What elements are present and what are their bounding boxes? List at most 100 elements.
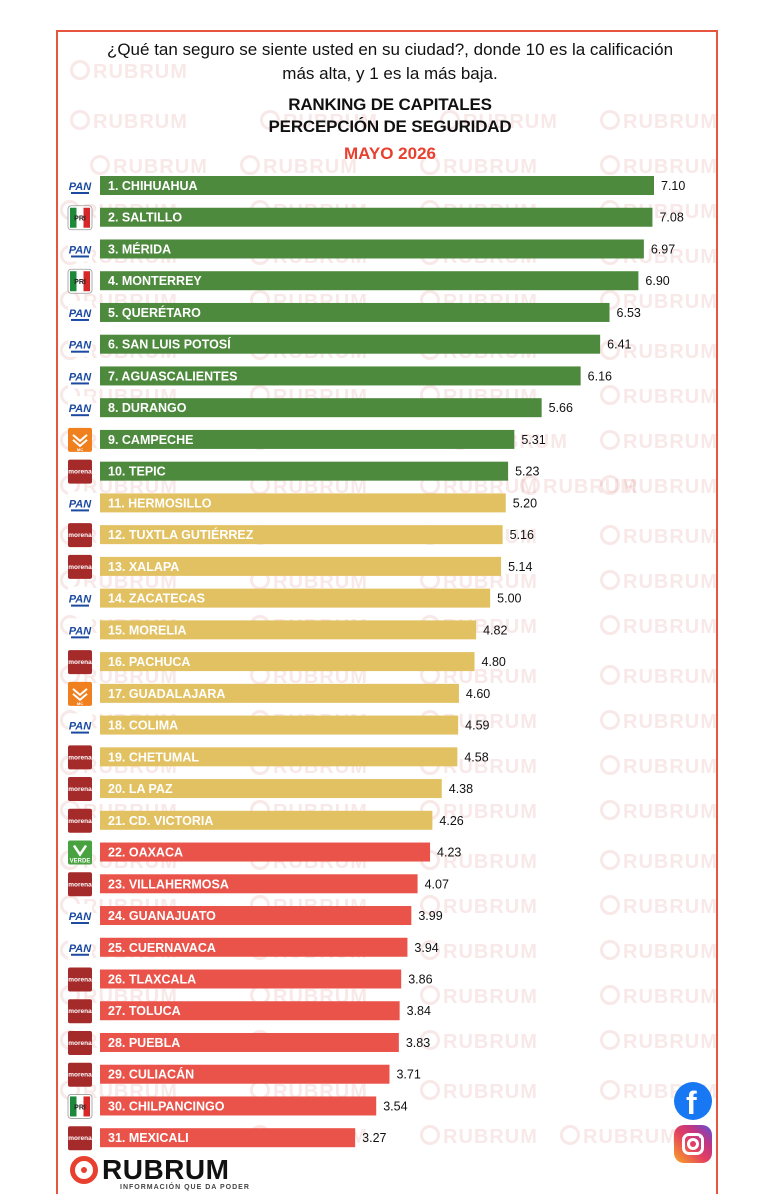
bar-value-label: 4.23: [437, 846, 461, 860]
svg-text:PAN: PAN: [69, 625, 92, 637]
bar-category-label: 19. CHETUMAL: [108, 750, 199, 764]
svg-text:PRI: PRI: [74, 216, 86, 223]
party-logo-pan-icon: PAN: [68, 935, 92, 960]
party-logo-morena-icon: morena: [68, 650, 92, 675]
bar-category-label: 16. PACHUCA: [108, 655, 190, 669]
party-logo-morena-icon: morena: [68, 872, 92, 897]
bar-value-label: 6.16: [588, 369, 612, 383]
svg-text:morena: morena: [68, 1135, 92, 1142]
svg-text:PRI: PRI: [74, 279, 86, 286]
bar: [100, 1032, 399, 1052]
bar-category-label: 27. TOLUCA: [108, 1004, 181, 1018]
bar: [100, 1096, 377, 1116]
svg-text:PAN: PAN: [69, 181, 92, 193]
svg-text:morena: morena: [68, 564, 92, 571]
party-logo-verde-icon: VERDE: [68, 840, 92, 865]
party-logo-pri-icon: PRI: [67, 205, 93, 231]
survey-question: ¿Qué tan seguro se siente usted en su ci…: [106, 40, 674, 83]
bar-value-label: 5.23: [515, 465, 539, 479]
bar-category-label: 14. ZACATECAS: [108, 592, 205, 606]
bar-value-label: 4.59: [465, 719, 489, 733]
bar-value-label: 3.71: [396, 1068, 420, 1082]
bar: [100, 620, 477, 640]
svg-text:PAN: PAN: [69, 403, 92, 415]
bar: [100, 429, 515, 449]
facebook-icon[interactable]: f: [674, 1082, 712, 1121]
bar-category-label: 2. SALTILLO: [108, 211, 182, 225]
bar-value-label: 4.38: [449, 782, 473, 796]
bar-category-label: 10. TEPIC: [108, 465, 166, 479]
bar: [100, 652, 475, 672]
bar-value-label: 5.00: [497, 592, 521, 606]
bar: [100, 937, 408, 957]
party-logo-morena-icon: morena: [68, 967, 92, 992]
bar-value-label: 3.27: [362, 1131, 386, 1145]
bar-category-label: 18. COLIMA: [108, 719, 178, 733]
bar-category-label: 1. CHIHUAHUA: [108, 179, 198, 193]
bar-category-label: 21. CD. VICTORIA: [108, 814, 213, 828]
rubrum-ring-icon: [70, 1156, 98, 1184]
bar-category-label: 26. TLAXCALA: [108, 973, 196, 987]
svg-text:morena: morena: [68, 818, 92, 825]
party-logo-morena-icon: morena: [68, 459, 92, 484]
bar: [100, 556, 502, 576]
svg-text:morena: morena: [68, 1072, 92, 1079]
bar: [100, 683, 459, 703]
svg-text:PAN: PAN: [69, 594, 92, 606]
bar-value-label: 5.14: [508, 560, 532, 574]
svg-text:morena: morena: [68, 1040, 92, 1047]
svg-text:morena: morena: [68, 532, 92, 539]
svg-text:morena: morena: [68, 659, 92, 666]
svg-text:morena: morena: [68, 786, 92, 793]
bar: [100, 302, 610, 322]
bar-category-label: 12. TUXTLA GUTIÉRREZ: [108, 527, 254, 542]
bar-category-label: 15. MORELIA: [108, 623, 187, 637]
bar-value-label: 4.26: [439, 814, 463, 828]
party-logo-pan-icon: PAN: [68, 713, 92, 738]
party-logo-pan-icon: PAN: [68, 300, 92, 325]
bar-category-label: 13. XALAPA: [108, 560, 179, 574]
party-logo-pri-icon: PRI: [67, 268, 93, 294]
bar: [100, 810, 433, 830]
party-logo-pri-icon: PRI: [67, 1094, 93, 1119]
bar-category-label: 4. MONTERREY: [108, 274, 202, 288]
party-logo-morena-icon: morena: [68, 808, 92, 833]
bar: [100, 525, 503, 545]
bar-category-label: 25. CUERNAVACA: [108, 941, 216, 955]
svg-text:PAN: PAN: [69, 911, 92, 923]
bar-value-label: 3.86: [408, 973, 432, 987]
bar-category-label: 17. GUADALAJARA: [108, 687, 225, 701]
party-logo-morena-icon: morena: [68, 999, 92, 1024]
svg-text:morena: morena: [68, 469, 92, 476]
bar-value-label: 7.10: [661, 179, 685, 193]
svg-text:morena: morena: [68, 977, 92, 984]
bar: [100, 493, 506, 513]
bar-value-label: 4.82: [483, 623, 507, 637]
bar: [100, 271, 639, 291]
bar: [100, 588, 491, 608]
bar-category-label: 23. VILLAHERMOSA: [108, 877, 229, 891]
bar: [100, 239, 644, 259]
bar-category-label: 8. DURANGO: [108, 401, 187, 415]
bar-category-label: 7. AGUASCALIENTES: [108, 369, 237, 383]
party-logo-pan-icon: PAN: [68, 618, 92, 643]
party-logo-morena-icon: morena: [68, 523, 92, 548]
party-logo-pan-icon: PAN: [68, 332, 92, 357]
bar-category-label: 11. HERMOSILLO: [108, 496, 212, 510]
party-logo-morena-icon: morena: [68, 1030, 92, 1055]
bar-value-label: 6.53: [617, 306, 641, 320]
bar-value-label: 4.07: [425, 877, 449, 891]
chart-title-line2: PERCEPCIÓN DE SEGURIDAD: [268, 117, 512, 136]
bar-value-label: 3.94: [414, 941, 438, 955]
party-logo-pan-icon: PAN: [68, 586, 92, 611]
svg-text:PAN: PAN: [69, 308, 92, 320]
party-logo-morena-icon: morena: [68, 1062, 92, 1087]
party-logo-pan-icon: PAN: [68, 491, 92, 516]
bar: [100, 461, 509, 481]
bar-value-label: 7.08: [659, 211, 683, 225]
bar: [100, 779, 442, 799]
bar: [100, 747, 458, 767]
instagram-icon[interactable]: [674, 1125, 712, 1163]
bar-value-label: 3.83: [406, 1036, 430, 1050]
bar-category-label: 28. PUEBLA: [108, 1036, 180, 1050]
